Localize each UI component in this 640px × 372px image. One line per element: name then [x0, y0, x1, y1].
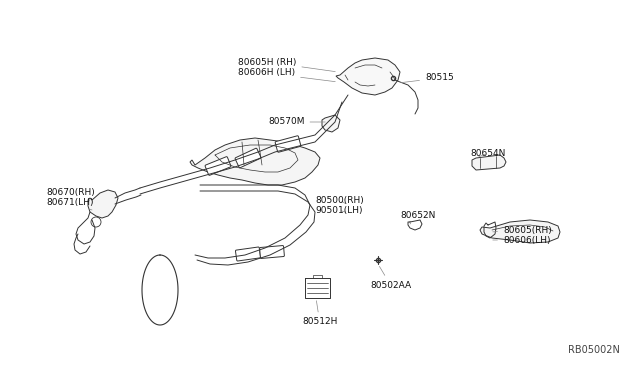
- Text: 80512H: 80512H: [302, 301, 337, 327]
- FancyBboxPatch shape: [205, 157, 231, 175]
- FancyBboxPatch shape: [275, 136, 301, 152]
- Polygon shape: [336, 58, 400, 95]
- FancyBboxPatch shape: [260, 246, 284, 259]
- Text: 80606H (LH): 80606H (LH): [238, 68, 335, 81]
- Text: 80502AA: 80502AA: [370, 266, 411, 289]
- Text: 80605(RH): 80605(RH): [493, 225, 552, 234]
- Polygon shape: [480, 220, 560, 243]
- Polygon shape: [322, 115, 340, 132]
- Text: 80570M: 80570M: [268, 118, 325, 126]
- Text: 80652N: 80652N: [400, 212, 435, 224]
- Text: RB05002N: RB05002N: [568, 345, 620, 355]
- Polygon shape: [190, 138, 320, 185]
- Text: 80654N: 80654N: [470, 148, 506, 157]
- Text: 80670(RH): 80670(RH): [46, 187, 95, 201]
- Text: 80500(RH): 80500(RH): [315, 196, 364, 205]
- Text: 80606(LH): 80606(LH): [493, 235, 550, 244]
- Text: 80605H (RH): 80605H (RH): [238, 58, 335, 72]
- Text: 90501(LH): 90501(LH): [315, 205, 362, 215]
- Polygon shape: [88, 190, 118, 218]
- Text: 80671(LH): 80671(LH): [46, 198, 93, 210]
- Polygon shape: [472, 155, 506, 170]
- Text: 80515: 80515: [401, 74, 454, 83]
- FancyBboxPatch shape: [235, 148, 261, 168]
- FancyBboxPatch shape: [236, 247, 260, 261]
